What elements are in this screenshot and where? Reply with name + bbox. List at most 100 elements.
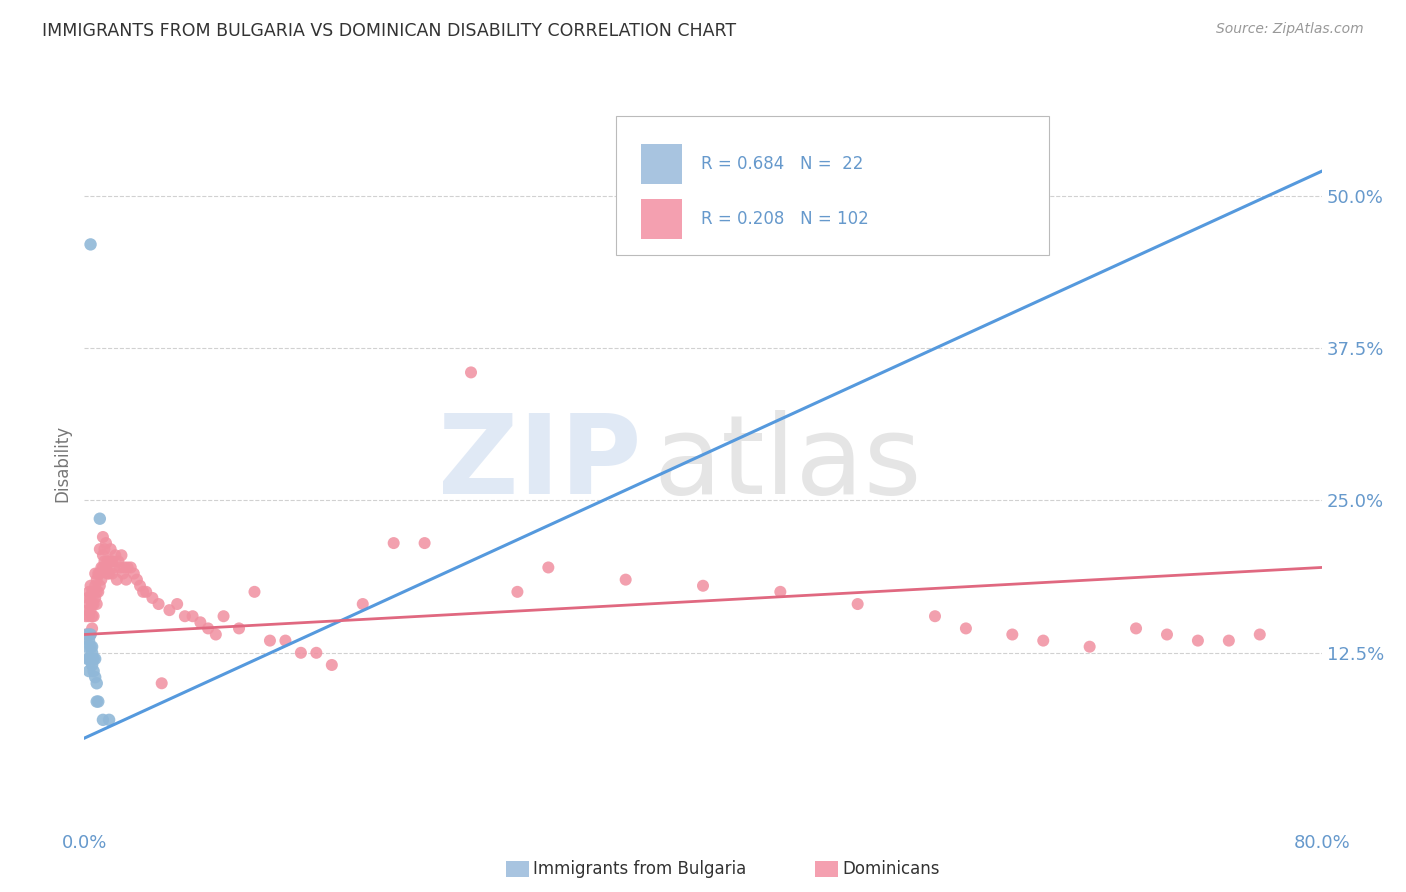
Point (84, 591, 107, 605)
Point (105, 573, 128, 587)
Point (110, 548, 132, 563)
Point (91, 713, 114, 727)
Point (82, 585, 104, 599)
Point (141, 591, 163, 605)
Text: IMMIGRANTS FROM BULGARIA VS DOMINICAN DISABILITY CORRELATION CHART: IMMIGRANTS FROM BULGARIA VS DOMINICAN DI… (42, 22, 737, 40)
Point (94, 560, 117, 574)
Point (846, 597, 869, 611)
Point (84, 652, 107, 666)
Point (86, 676, 108, 690)
Point (135, 585, 157, 599)
Point (82, 622, 104, 636)
Point (79, 640, 101, 654)
Point (166, 597, 188, 611)
Point (77, 664, 100, 678)
Point (94, 536, 117, 550)
Point (89, 566, 111, 581)
Point (87, 694, 110, 708)
Point (79, 579, 101, 593)
Point (91, 560, 114, 574)
Point (1001, 627, 1024, 641)
Point (382, 536, 405, 550)
Point (122, 566, 145, 581)
Point (75, 640, 97, 654)
Text: Source: ZipAtlas.com: Source: ZipAtlas.com (1216, 22, 1364, 37)
Bar (641, 199, 682, 239)
Point (159, 603, 181, 617)
Point (86, 573, 108, 587)
Point (129, 579, 152, 593)
Point (104, 548, 127, 563)
Point (86, 597, 108, 611)
Point (115, 573, 138, 587)
Point (228, 622, 250, 636)
Point (1125, 622, 1147, 636)
Point (77, 609, 100, 624)
Point (93, 542, 115, 557)
Point (97, 566, 120, 581)
Point (91, 548, 114, 563)
Point (90, 573, 112, 587)
Point (77, 652, 100, 666)
Point (98, 554, 121, 568)
Point (205, 627, 228, 641)
Point (243, 585, 266, 599)
Text: Immigrants from Bulgaria: Immigrants from Bulgaria (533, 860, 747, 878)
Point (89, 542, 111, 557)
Point (76, 603, 98, 617)
Point (107, 554, 129, 568)
FancyBboxPatch shape (616, 117, 1049, 255)
Point (112, 566, 135, 581)
Point (82, 640, 104, 654)
Point (75, 627, 97, 641)
Point (84, 566, 107, 581)
Point (97, 554, 120, 568)
Point (1078, 640, 1101, 654)
Point (188, 615, 212, 630)
Point (352, 597, 374, 611)
Point (75, 609, 97, 624)
Text: Dominicans: Dominicans (842, 860, 939, 878)
Point (1249, 627, 1271, 641)
Point (413, 536, 436, 550)
Point (76, 591, 98, 605)
Point (77, 597, 100, 611)
Point (91, 530, 114, 544)
Point (76, 652, 98, 666)
Point (174, 609, 197, 624)
Point (274, 633, 297, 648)
Y-axis label: Disability: Disability (53, 425, 72, 502)
Point (259, 633, 281, 648)
Point (89, 579, 111, 593)
Point (77, 627, 100, 641)
Point (101, 554, 124, 568)
Point (82, 646, 104, 660)
Point (506, 585, 529, 599)
Point (84, 579, 107, 593)
Point (83, 597, 105, 611)
Point (87, 566, 110, 581)
Point (955, 622, 977, 636)
Point (79, 603, 101, 617)
Point (79, 591, 101, 605)
Point (76, 627, 98, 641)
Point (98, 566, 121, 581)
Point (84, 670, 107, 684)
Point (82, 658, 104, 673)
Text: atlas: atlas (654, 410, 922, 517)
Point (86, 585, 108, 599)
Point (614, 573, 637, 587)
Point (90, 560, 112, 574)
Point (108, 560, 131, 574)
Point (93, 554, 115, 568)
Point (103, 560, 125, 574)
Point (924, 609, 946, 624)
Point (77, 633, 100, 648)
Point (197, 622, 219, 636)
Point (150, 676, 173, 690)
Point (101, 566, 124, 581)
Point (82, 597, 104, 611)
Point (1187, 633, 1209, 648)
Point (86, 694, 108, 708)
Point (89, 512, 111, 526)
